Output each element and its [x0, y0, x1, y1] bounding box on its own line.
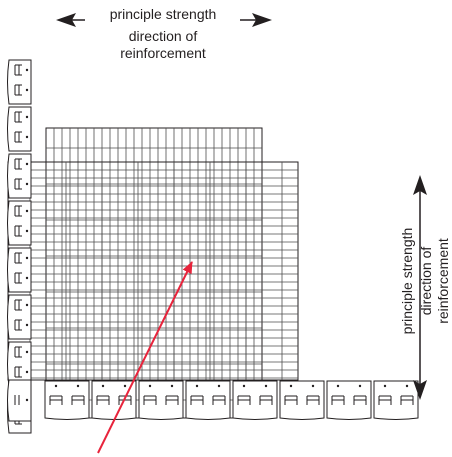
left-block-column	[7, 59, 32, 434]
retaining-wall-block-icon	[91, 380, 137, 420]
retaining-wall-block-icon	[7, 153, 32, 199]
retaining-wall-block-icon	[232, 380, 278, 420]
retaining-wall-block-icon	[7, 379, 32, 422]
retaining-wall-block-icon	[7, 294, 32, 340]
bottom-block-row	[44, 380, 419, 420]
geogrid-vertical	[45, 127, 263, 419]
top-label-principle-strength: principle strength	[110, 6, 217, 22]
pointer-arrow	[97, 261, 193, 454]
retaining-wall-block-icon	[326, 380, 372, 420]
right-label-principle-strength: principle strength	[399, 228, 415, 335]
top-label-direction-of: direction of	[129, 28, 198, 44]
retaining-wall-block-icon	[44, 380, 90, 420]
top-label-reinforcement: reinforcement	[120, 45, 206, 61]
retaining-wall-block-icon	[7, 341, 32, 387]
retaining-wall-block-icon	[7, 59, 32, 105]
right-label-direction-of: direction of	[418, 247, 434, 316]
retaining-wall-block-icon	[138, 380, 184, 420]
retaining-wall-block-icon	[7, 106, 32, 152]
retaining-wall-block-icon	[373, 380, 419, 420]
retaining-wall-block-icon	[7, 247, 32, 293]
retaining-wall-block-icon	[279, 380, 325, 420]
right-label-reinforcement: reinforcement	[435, 238, 451, 324]
right-direction-arrow	[413, 175, 427, 400]
retaining-wall-block-icon	[7, 200, 32, 246]
geogrid-horizontal	[7, 161, 299, 381]
retaining-wall-block-icon	[185, 380, 231, 420]
